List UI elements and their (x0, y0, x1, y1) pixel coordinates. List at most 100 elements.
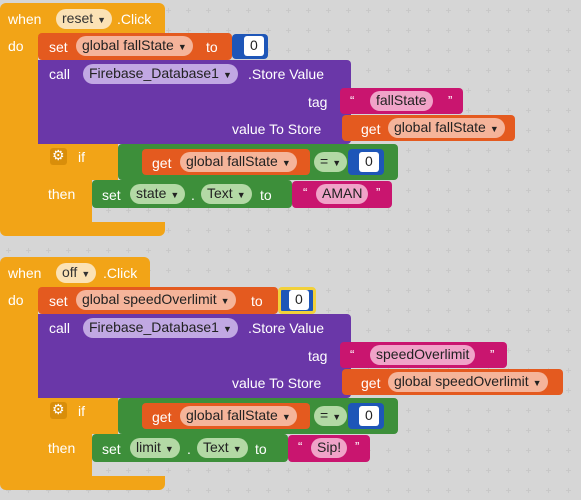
set-label: set (102, 187, 121, 203)
quote-close: ” (490, 347, 495, 362)
dropdown-arrow-icon: ▼ (222, 324, 232, 334)
dropdown-arrow-icon: ▼ (332, 158, 342, 168)
do-label: do (8, 292, 24, 308)
variable-name: global fallState (82, 37, 174, 53)
variable-dropdown[interactable]: global speedOverlimit ▼ (76, 290, 236, 310)
variable-dropdown[interactable]: global fallState ▼ (76, 36, 193, 56)
dropdown-arrow-icon: ▼ (97, 15, 107, 25)
quote-close: ” (448, 93, 453, 108)
variable-name: global speedOverlimit (82, 291, 217, 307)
property-dropdown[interactable]: Text ▼ (197, 438, 248, 458)
set-label: set (49, 293, 68, 309)
variable-dropdown[interactable]: global fallState ▼ (388, 118, 505, 138)
quote-close: ” (376, 185, 381, 200)
event-name: .Click (103, 265, 138, 281)
method-name: .Store Value (248, 66, 325, 82)
firebase-component-name: Firebase_Database1 (89, 65, 219, 81)
to-label: to (255, 441, 267, 457)
to-label: to (251, 293, 263, 309)
gear-icon[interactable]: ⚙ (50, 147, 67, 165)
dropdown-arrow-icon: ▼ (489, 124, 499, 134)
value-to-store-label: value To Store (232, 375, 322, 391)
operator-dropdown[interactable]: = ▼ (314, 152, 348, 172)
number-value[interactable]: 0 (244, 36, 264, 56)
quote-close: ” (355, 439, 360, 454)
value-to-store-label: value To Store (232, 121, 322, 137)
component-dropdown[interactable]: off ▼ (56, 263, 97, 283)
operator: = (320, 407, 329, 423)
dropdown-arrow-icon: ▼ (332, 412, 342, 422)
set-label: set (49, 39, 68, 55)
variable-dropdown[interactable]: global speedOverlimit ▼ (388, 372, 548, 392)
to-label: to (260, 187, 272, 203)
variable-dropdown[interactable]: global fallState ▼ (180, 152, 297, 172)
then-label: then (48, 186, 76, 202)
to-label: to (206, 39, 218, 55)
number-value[interactable]: 0 (289, 290, 309, 310)
if-label: if (78, 149, 85, 165)
variable-name: global fallState (186, 153, 278, 169)
do-label: do (8, 38, 24, 54)
variable-dropdown[interactable]: global fallState ▼ (180, 406, 297, 426)
get-label: get (361, 121, 381, 137)
number-value[interactable]: 0 (359, 406, 379, 426)
component-name: state (136, 185, 167, 201)
text-value[interactable]: AMAN (316, 184, 369, 204)
gear-icon[interactable]: ⚙ (50, 401, 67, 419)
operator-dropdown[interactable]: = ▼ (314, 406, 348, 426)
property-dropdown[interactable]: Text ▼ (201, 184, 252, 204)
firebase-component-name: Firebase_Database1 (89, 319, 219, 335)
component-name: reset (62, 10, 94, 26)
dropdown-arrow-icon: ▼ (236, 190, 246, 200)
then-label: then (48, 440, 76, 456)
variable-name: global fallState (186, 407, 278, 423)
dropdown-arrow-icon: ▼ (532, 378, 542, 388)
component-dropdown[interactable]: reset ▼ (56, 9, 113, 29)
method-name: .Store Value (248, 320, 325, 336)
tag-label: tag (308, 348, 328, 364)
quote-open: “ (303, 185, 308, 200)
property-name: Text (203, 439, 229, 455)
component-name: off (62, 264, 78, 280)
call-label: call (49, 66, 71, 82)
get-label: get (152, 155, 172, 171)
dot-separator: . (191, 187, 195, 203)
dropdown-arrow-icon: ▼ (170, 190, 180, 200)
number-value[interactable]: 0 (359, 152, 379, 172)
firebase-component-dropdown[interactable]: Firebase_Database1 ▼ (83, 64, 238, 84)
quote-open: “ (298, 439, 303, 454)
operator: = (320, 153, 329, 169)
dot-separator: . (187, 441, 191, 457)
dropdown-arrow-icon: ▼ (222, 70, 232, 80)
when-label: when (8, 11, 42, 27)
dropdown-arrow-icon: ▼ (220, 296, 230, 306)
set-property-block[interactable] (92, 434, 288, 462)
dropdown-arrow-icon: ▼ (232, 444, 242, 454)
get-label: get (152, 409, 172, 425)
dropdown-arrow-icon: ▼ (164, 444, 174, 454)
dropdown-arrow-icon: ▼ (81, 269, 91, 279)
component-dropdown[interactable]: limit ▼ (130, 438, 180, 458)
event-name: .Click (117, 11, 152, 27)
tag-text-value[interactable]: fallState (370, 91, 433, 111)
variable-name: global fallState (394, 119, 486, 135)
call-label: call (49, 320, 71, 336)
quote-open: “ (350, 347, 355, 362)
tag-text-value[interactable]: speedOverlimit (370, 345, 476, 365)
get-label: get (361, 375, 381, 391)
variable-name: global speedOverlimit (394, 373, 529, 389)
component-name: limit (136, 439, 161, 455)
component-dropdown[interactable]: state ▼ (130, 184, 186, 204)
dropdown-arrow-icon: ▼ (281, 158, 291, 168)
when-label: when (8, 265, 42, 281)
if-label: if (78, 403, 85, 419)
tag-label: tag (308, 94, 328, 110)
quote-open: “ (350, 93, 355, 108)
firebase-component-dropdown[interactable]: Firebase_Database1 ▼ (83, 318, 238, 338)
property-name: Text (207, 185, 233, 201)
dropdown-arrow-icon: ▼ (177, 42, 187, 52)
dropdown-arrow-icon: ▼ (281, 412, 291, 422)
set-label: set (102, 441, 121, 457)
text-value[interactable]: Sip! (311, 438, 348, 458)
set-property-block[interactable] (92, 180, 292, 208)
